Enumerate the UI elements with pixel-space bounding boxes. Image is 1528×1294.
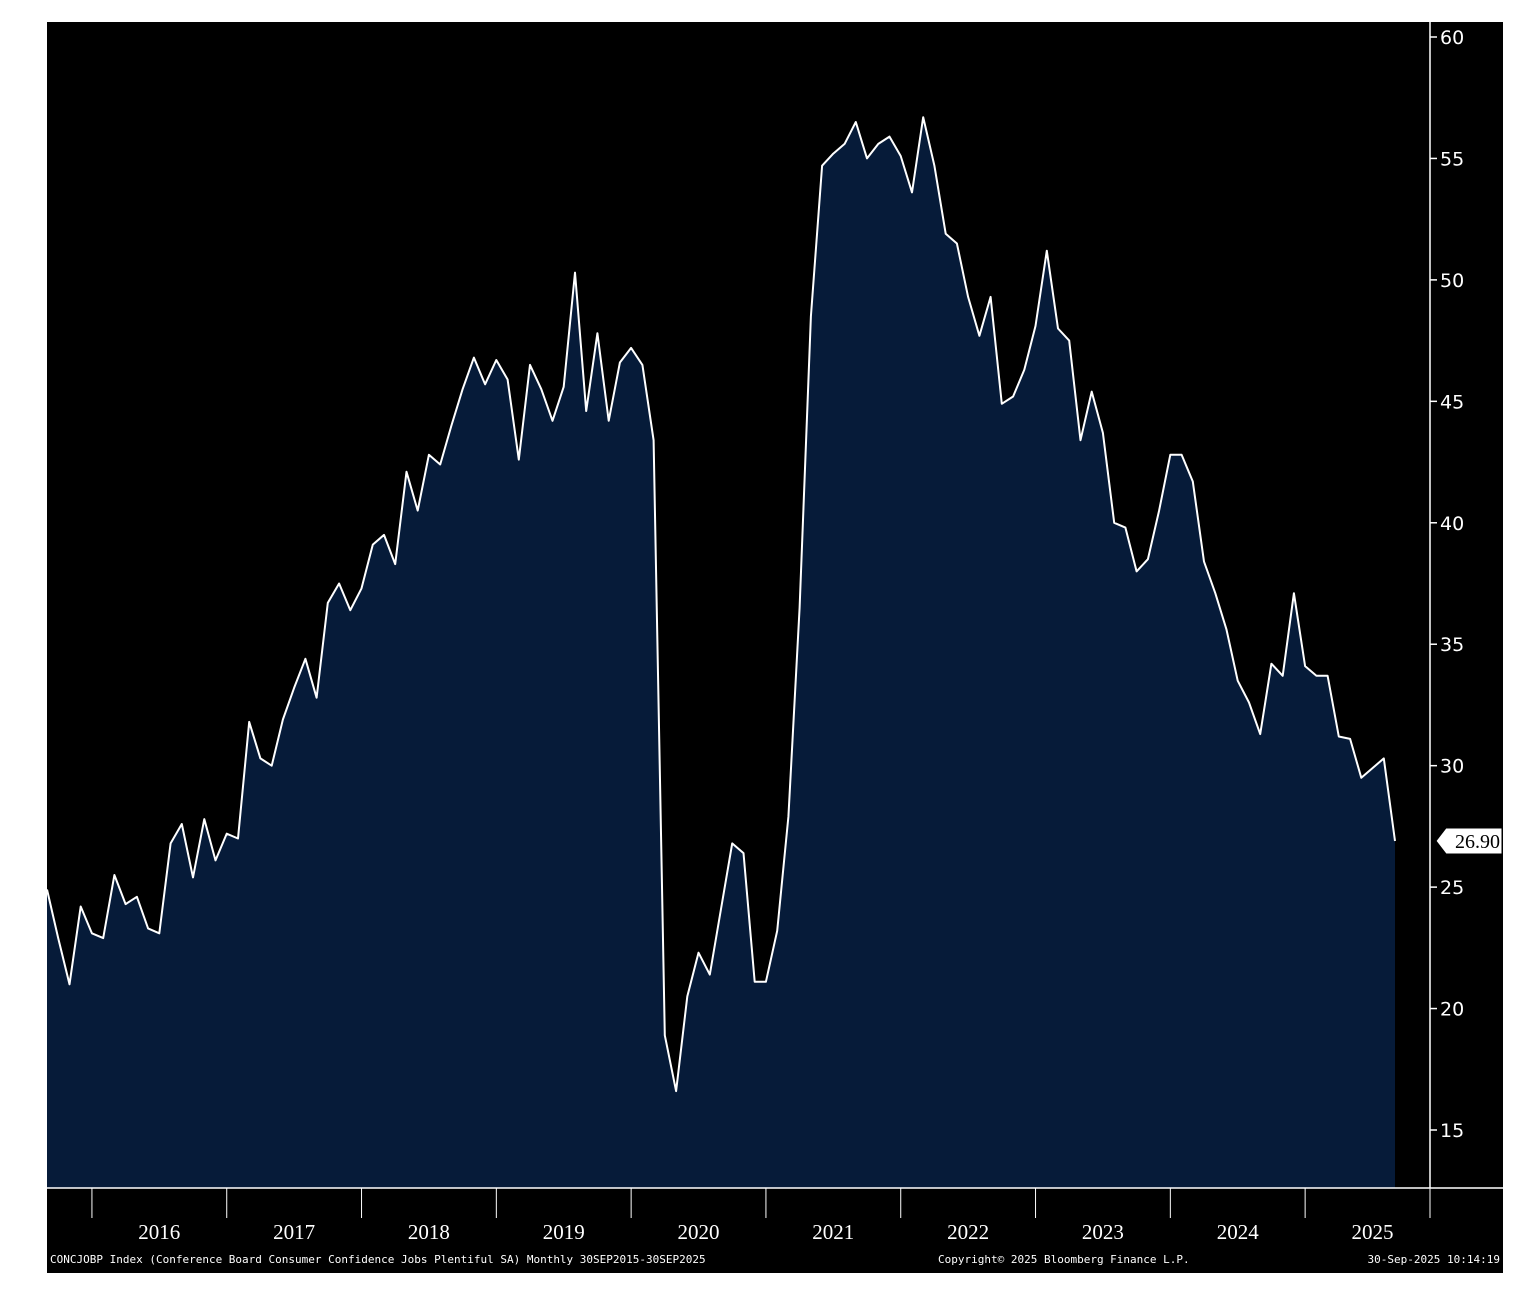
last-value-tag: 26.90 — [1435, 827, 1503, 855]
x-tick-label: 2018 — [408, 1220, 450, 1244]
y-tick-label: 25 — [1440, 877, 1464, 899]
x-tick-label: 2023 — [1082, 1220, 1124, 1244]
footer-description: CONCJOBP Index (Conference Board Consume… — [50, 1253, 706, 1266]
x-tick-label: 2017 — [273, 1220, 315, 1244]
y-tick-label: 55 — [1440, 148, 1464, 170]
x-tick-label: 2020 — [678, 1220, 720, 1244]
x-tick-label: 2025 — [1352, 1220, 1394, 1244]
x-tick-label: 2022 — [947, 1220, 989, 1244]
y-tick-label: 60 — [1440, 27, 1464, 49]
x-tick-label: 2019 — [543, 1220, 585, 1244]
y-tick-label: 20 — [1440, 999, 1464, 1021]
y-tick-label: 40 — [1440, 513, 1464, 535]
y-tick-label: 50 — [1440, 270, 1464, 292]
series-area — [47, 117, 1395, 1189]
y-tick-label: 45 — [1440, 391, 1464, 413]
y-tick-label: 15 — [1440, 1120, 1464, 1142]
x-tick-label: 2021 — [812, 1220, 854, 1244]
last-value-label: 26.90 — [1455, 831, 1500, 853]
footer-timestamp: 30-Sep-2025 10:14:19 — [1368, 1253, 1500, 1266]
x-tick-label: 2016 — [138, 1220, 180, 1244]
x-tick-label: 2024 — [1217, 1220, 1260, 1244]
y-tick-label: 30 — [1440, 756, 1464, 778]
y-tick-label: 35 — [1440, 634, 1464, 656]
series-line — [46, 116, 1396, 1093]
footer-copyright: Copyright© 2025 Bloomberg Finance L.P. — [938, 1253, 1190, 1266]
